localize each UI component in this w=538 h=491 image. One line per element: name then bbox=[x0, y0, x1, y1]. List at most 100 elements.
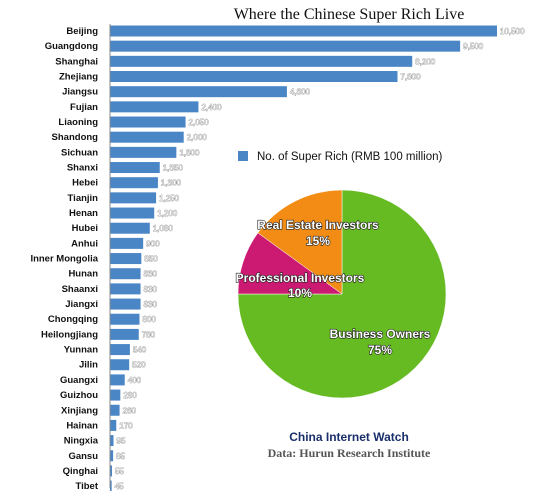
bar bbox=[110, 450, 114, 462]
category-label: Jiangsu bbox=[62, 87, 98, 98]
value-label: 1,350 bbox=[163, 164, 184, 173]
bar-row: Fujian 2,400 bbox=[70, 101, 222, 113]
credit-brand: China Internet Watch bbox=[289, 430, 409, 444]
value-label: 900 bbox=[146, 239, 160, 248]
value-label: 830 bbox=[144, 300, 158, 309]
category-label: Liaoning bbox=[58, 117, 98, 128]
value-label: 8,200 bbox=[415, 57, 436, 66]
category-label: Tibet bbox=[75, 481, 98, 491]
bar bbox=[110, 283, 141, 295]
category-label: Henan bbox=[69, 208, 98, 219]
value-label: 7,800 bbox=[400, 73, 421, 82]
bar-row: Tianjin 1,250 bbox=[68, 192, 180, 204]
value-label: 95 bbox=[117, 437, 126, 446]
category-label: Sichuan bbox=[61, 147, 98, 158]
bar bbox=[110, 328, 139, 340]
bar-row: Qinghai 55 bbox=[63, 465, 125, 477]
bar-row: Inner Mongolia 850 bbox=[30, 253, 159, 265]
pie-chart: Business Owners 75% Professional Investors… bbox=[235, 189, 447, 399]
bar bbox=[110, 192, 157, 204]
value-label: 9,500 bbox=[463, 42, 484, 51]
category-label: Hubei bbox=[72, 223, 98, 234]
bar-row: Beijing 10,500 bbox=[66, 25, 525, 37]
category-label: Hebei bbox=[72, 178, 98, 189]
bar bbox=[110, 222, 150, 234]
bar bbox=[110, 435, 114, 447]
bar-row: Tibet 45 bbox=[75, 480, 124, 491]
category-label: Ningxia bbox=[64, 436, 99, 447]
bar bbox=[110, 313, 140, 325]
value-label: 260 bbox=[123, 406, 137, 415]
value-label: 10,500 bbox=[500, 27, 525, 36]
value-label: 800 bbox=[142, 315, 156, 324]
bar bbox=[110, 253, 142, 265]
value-label: 850 bbox=[144, 255, 158, 264]
bar bbox=[110, 55, 413, 67]
bar-row: Hubei 1,080 bbox=[72, 222, 174, 234]
bar bbox=[110, 480, 112, 491]
bar-row: Jiangsu 4,800 bbox=[62, 86, 311, 98]
credit-data-source: Data: Hurun Research Institute bbox=[268, 446, 431, 460]
bars-group: Beijing 10,500 Guangdong 9,500 Shanghai 8,200… bbox=[30, 25, 525, 491]
bar bbox=[110, 268, 141, 280]
pie-slice-percent: 75% bbox=[368, 343, 392, 357]
legend: No. of Super Rich (RMB 100 million) bbox=[238, 151, 443, 163]
bar-row: Heilongjiang 780 bbox=[41, 328, 156, 340]
category-label: Guangxi bbox=[60, 375, 98, 386]
category-label: Fujian bbox=[70, 102, 98, 113]
bar bbox=[110, 40, 461, 52]
category-label: Hainan bbox=[66, 420, 98, 431]
value-label: 1,300 bbox=[161, 179, 182, 188]
chart-title: Where the Chinese Super Rich Live bbox=[234, 6, 465, 23]
value-label: 780 bbox=[142, 330, 156, 339]
bar-row: Ningxia 95 bbox=[64, 435, 126, 447]
legend-swatch bbox=[238, 151, 248, 161]
pie-slice-label: Real Estate Investors bbox=[257, 218, 379, 232]
bar-row: Jiangxi 830 bbox=[65, 298, 158, 310]
bar bbox=[110, 146, 177, 158]
category-label: Shaanxi bbox=[62, 284, 98, 295]
bar bbox=[110, 25, 497, 37]
value-label: 1,800 bbox=[179, 148, 200, 157]
bar-row: Shanxi 1,350 bbox=[67, 162, 184, 174]
bar-row: Zhejiang 7,800 bbox=[59, 71, 421, 83]
category-label: Shanxi bbox=[67, 163, 98, 174]
bar-row: Guizhou 280 bbox=[60, 389, 138, 401]
category-label: Qinghai bbox=[63, 466, 98, 477]
bar bbox=[110, 101, 199, 113]
value-label: 170 bbox=[119, 421, 133, 430]
category-label: Hunan bbox=[68, 269, 98, 280]
bar bbox=[110, 344, 130, 356]
category-label: Jiangxi bbox=[65, 299, 98, 310]
category-label: Chongqing bbox=[48, 314, 98, 325]
category-label: Tianjin bbox=[68, 193, 99, 204]
category-label: Guangdong bbox=[45, 41, 98, 52]
bar bbox=[110, 237, 144, 249]
bar bbox=[110, 177, 158, 189]
bar-row: Jilin 520 bbox=[79, 359, 146, 371]
pie-slice-label: Business Owners bbox=[330, 327, 431, 341]
bar-row: Sichuan 1,800 bbox=[61, 146, 200, 158]
value-label: 2,400 bbox=[201, 103, 222, 112]
bar bbox=[110, 465, 113, 477]
bar-row: Guangxi 400 bbox=[60, 374, 142, 386]
category-label: Xinjiang bbox=[61, 405, 98, 416]
bar-row: Xinjiang 260 bbox=[61, 404, 137, 416]
bar-row: Hebei 1,300 bbox=[72, 177, 182, 189]
value-label: 2,050 bbox=[189, 118, 210, 127]
value-label: 1,200 bbox=[157, 209, 178, 218]
category-label: Shanghai bbox=[55, 56, 98, 67]
pie-slice-percent: 15% bbox=[306, 234, 330, 248]
value-label: 55 bbox=[115, 467, 124, 476]
bar bbox=[110, 162, 160, 174]
pie-slice-percent: 10% bbox=[288, 286, 312, 300]
bar bbox=[110, 116, 186, 128]
value-label: 45 bbox=[115, 482, 124, 491]
value-label: 830 bbox=[144, 285, 158, 294]
bar bbox=[110, 404, 120, 416]
value-label: 85 bbox=[116, 452, 125, 461]
pie-slice bbox=[237, 189, 447, 399]
bar-row: Guangdong 9,500 bbox=[45, 40, 484, 52]
value-label: 2,000 bbox=[187, 133, 208, 142]
